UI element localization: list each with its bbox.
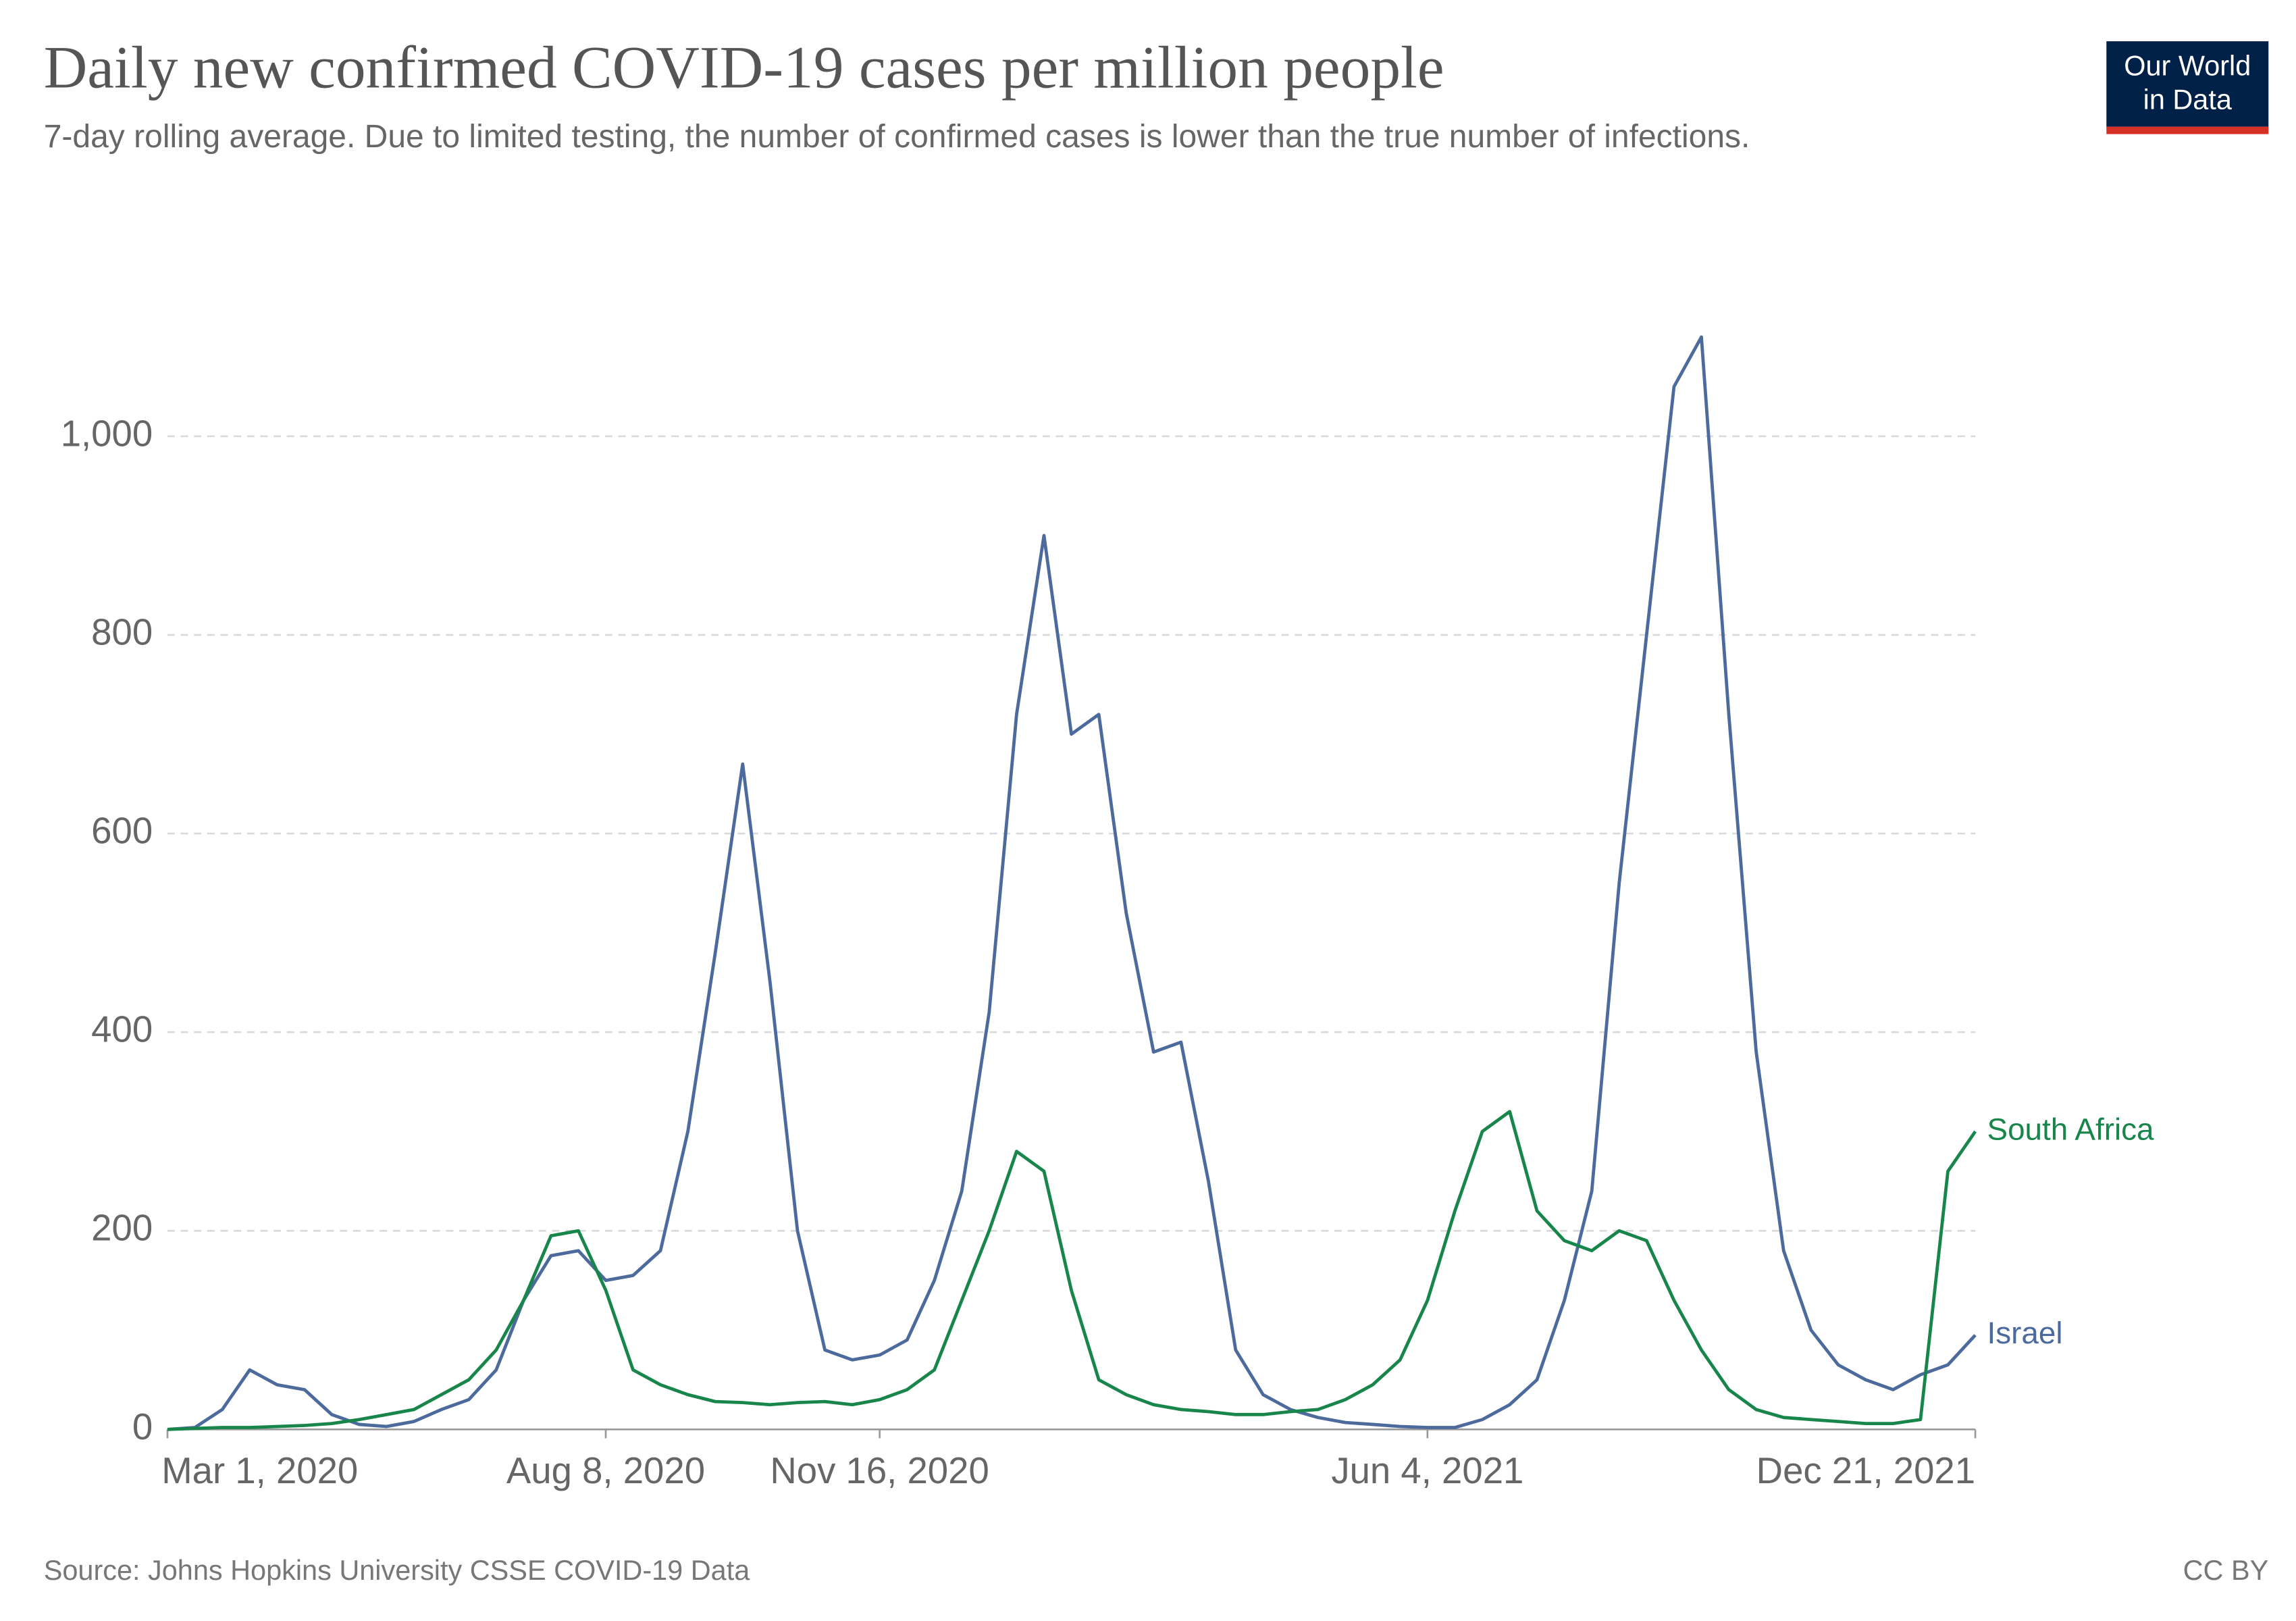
series-label: South Africa [1987,1112,2154,1146]
logo-bar [2106,126,2269,134]
x-tick-label: Nov 16, 2020 [770,1450,989,1491]
source: Source: Johns Hopkins University CSSE CO… [44,1554,751,1586]
series-line [167,335,1977,1431]
y-tick-label: 1,000 [61,413,153,454]
y-tick-label: 200 [91,1208,153,1249]
logo-text: Our World [2124,49,2251,81]
y-tick-label: 600 [91,810,153,852]
x-tick-label: Jun 4, 2021 [1331,1450,1523,1491]
y-tick-label: 800 [91,611,153,652]
chart-title: Daily new confirmed COVID-19 cases per m… [44,34,1444,101]
logo-box [2106,41,2269,127]
x-tick-label: Aug 8, 2020 [506,1450,705,1491]
series-label: Israel [1987,1316,2063,1350]
chart-subtitle: 7-day rolling average. Due to limited te… [43,118,1750,155]
x-tick-label: Dec 21, 2021 [1756,1450,1975,1491]
x-tick-label: Mar 1, 2020 [161,1450,358,1491]
subtitle-box: 7-day rolling average. Due to limited te… [43,118,1750,155]
y-tick-label: 0 [132,1406,153,1447]
series-line [167,1110,1977,1431]
y-tick-label: 400 [91,1009,153,1050]
logo-text: in Data [2143,83,2233,115]
license: CC BY [2183,1554,2269,1586]
